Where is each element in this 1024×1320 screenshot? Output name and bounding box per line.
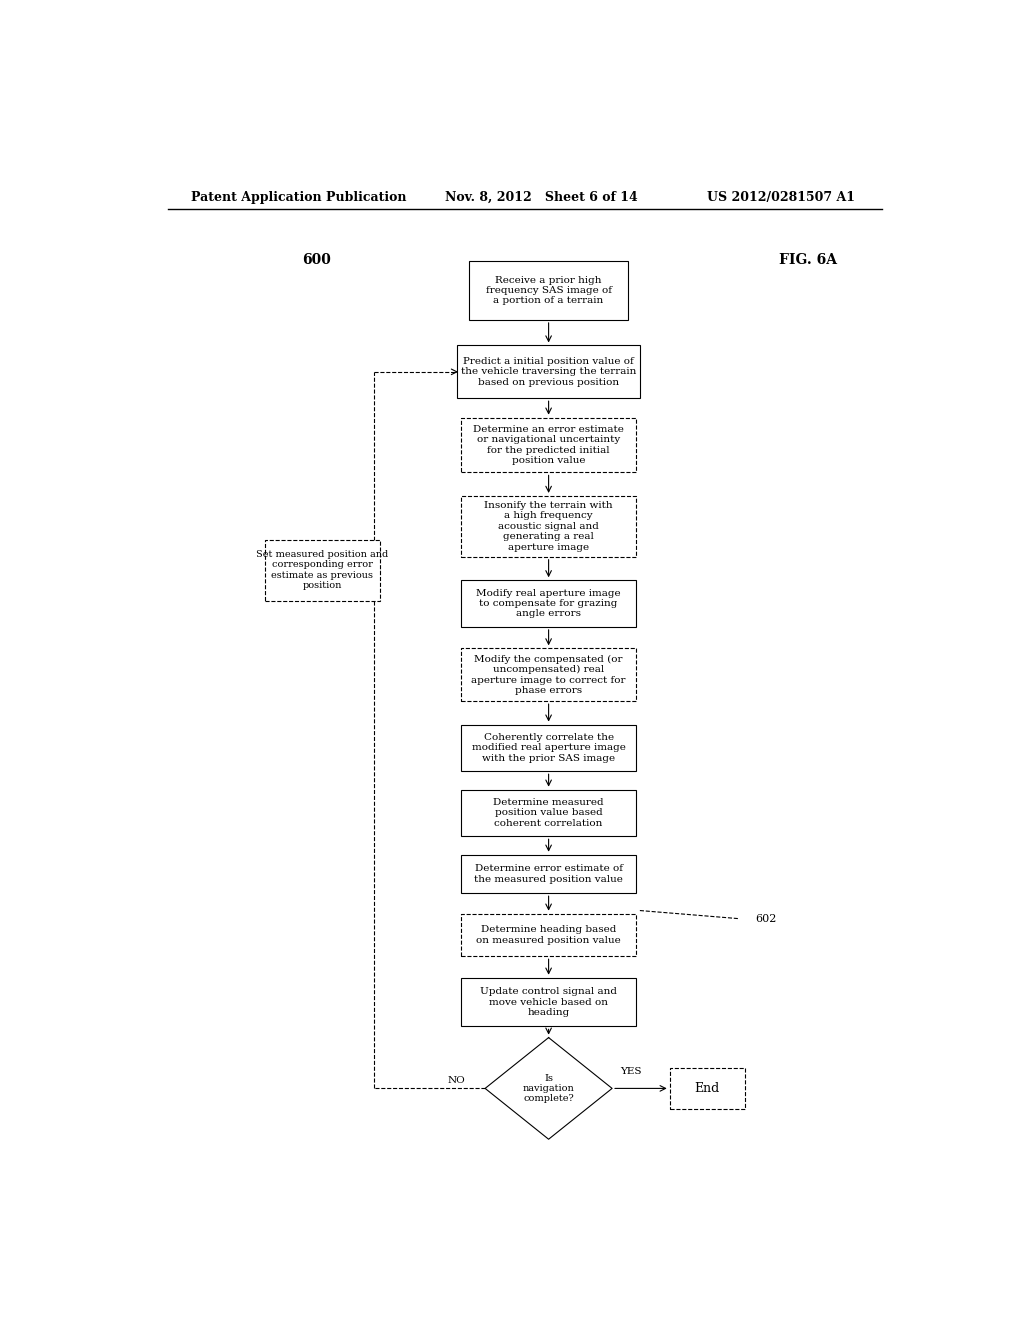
Text: NO: NO — [447, 1076, 465, 1085]
FancyBboxPatch shape — [670, 1068, 745, 1109]
Text: Predict a initial position value of
the vehicle traversing the terrain
based on : Predict a initial position value of the … — [461, 356, 636, 387]
FancyBboxPatch shape — [462, 581, 636, 627]
Text: Determine error estimate of
the measured position value: Determine error estimate of the measured… — [474, 865, 623, 883]
Text: Modify real aperture image
to compensate for grazing
angle errors: Modify real aperture image to compensate… — [476, 589, 621, 619]
FancyBboxPatch shape — [462, 854, 636, 894]
Text: Coherently correlate the
modified real aperture image
with the prior SAS image: Coherently correlate the modified real a… — [472, 733, 626, 763]
Text: Determine an error estimate
or navigational uncertainty
for the predicted initia: Determine an error estimate or navigatio… — [473, 425, 624, 465]
FancyBboxPatch shape — [458, 346, 640, 399]
Text: 602: 602 — [755, 913, 776, 924]
FancyBboxPatch shape — [462, 978, 636, 1027]
Polygon shape — [485, 1038, 612, 1139]
FancyBboxPatch shape — [469, 261, 628, 319]
FancyBboxPatch shape — [462, 417, 636, 473]
FancyBboxPatch shape — [462, 648, 636, 701]
Text: End: End — [694, 1082, 720, 1094]
Text: Update control signal and
move vehicle based on
heading: Update control signal and move vehicle b… — [480, 987, 617, 1016]
FancyBboxPatch shape — [462, 496, 636, 557]
Text: Nov. 8, 2012   Sheet 6 of 14: Nov. 8, 2012 Sheet 6 of 14 — [445, 190, 638, 203]
FancyBboxPatch shape — [462, 725, 636, 771]
FancyBboxPatch shape — [462, 913, 636, 956]
Text: Determine measured
position value based
coherent correlation: Determine measured position value based … — [494, 799, 604, 828]
Text: US 2012/0281507 A1: US 2012/0281507 A1 — [708, 190, 855, 203]
Text: Patent Application Publication: Patent Application Publication — [191, 190, 407, 203]
Text: Determine heading based
on measured position value: Determine heading based on measured posi… — [476, 925, 621, 945]
Text: Insonify the terrain with
a high frequency
acoustic signal and
generating a real: Insonify the terrain with a high frequen… — [484, 502, 613, 552]
Text: 600: 600 — [303, 253, 332, 267]
Text: FIG. 6A: FIG. 6A — [778, 253, 837, 267]
FancyBboxPatch shape — [462, 789, 636, 837]
Text: Modify the compensated (or
uncompensated) real
aperture image to correct for
pha: Modify the compensated (or uncompensated… — [471, 655, 626, 694]
Text: YES: YES — [620, 1067, 641, 1076]
Text: Receive a prior high
frequency SAS image of
a portion of a terrain: Receive a prior high frequency SAS image… — [485, 276, 611, 305]
Text: Is
navigation
complete?: Is navigation complete? — [522, 1073, 574, 1104]
FancyBboxPatch shape — [265, 540, 380, 601]
Text: Set measured position and
corresponding error
estimate as previous
position: Set measured position and corresponding … — [256, 550, 388, 590]
